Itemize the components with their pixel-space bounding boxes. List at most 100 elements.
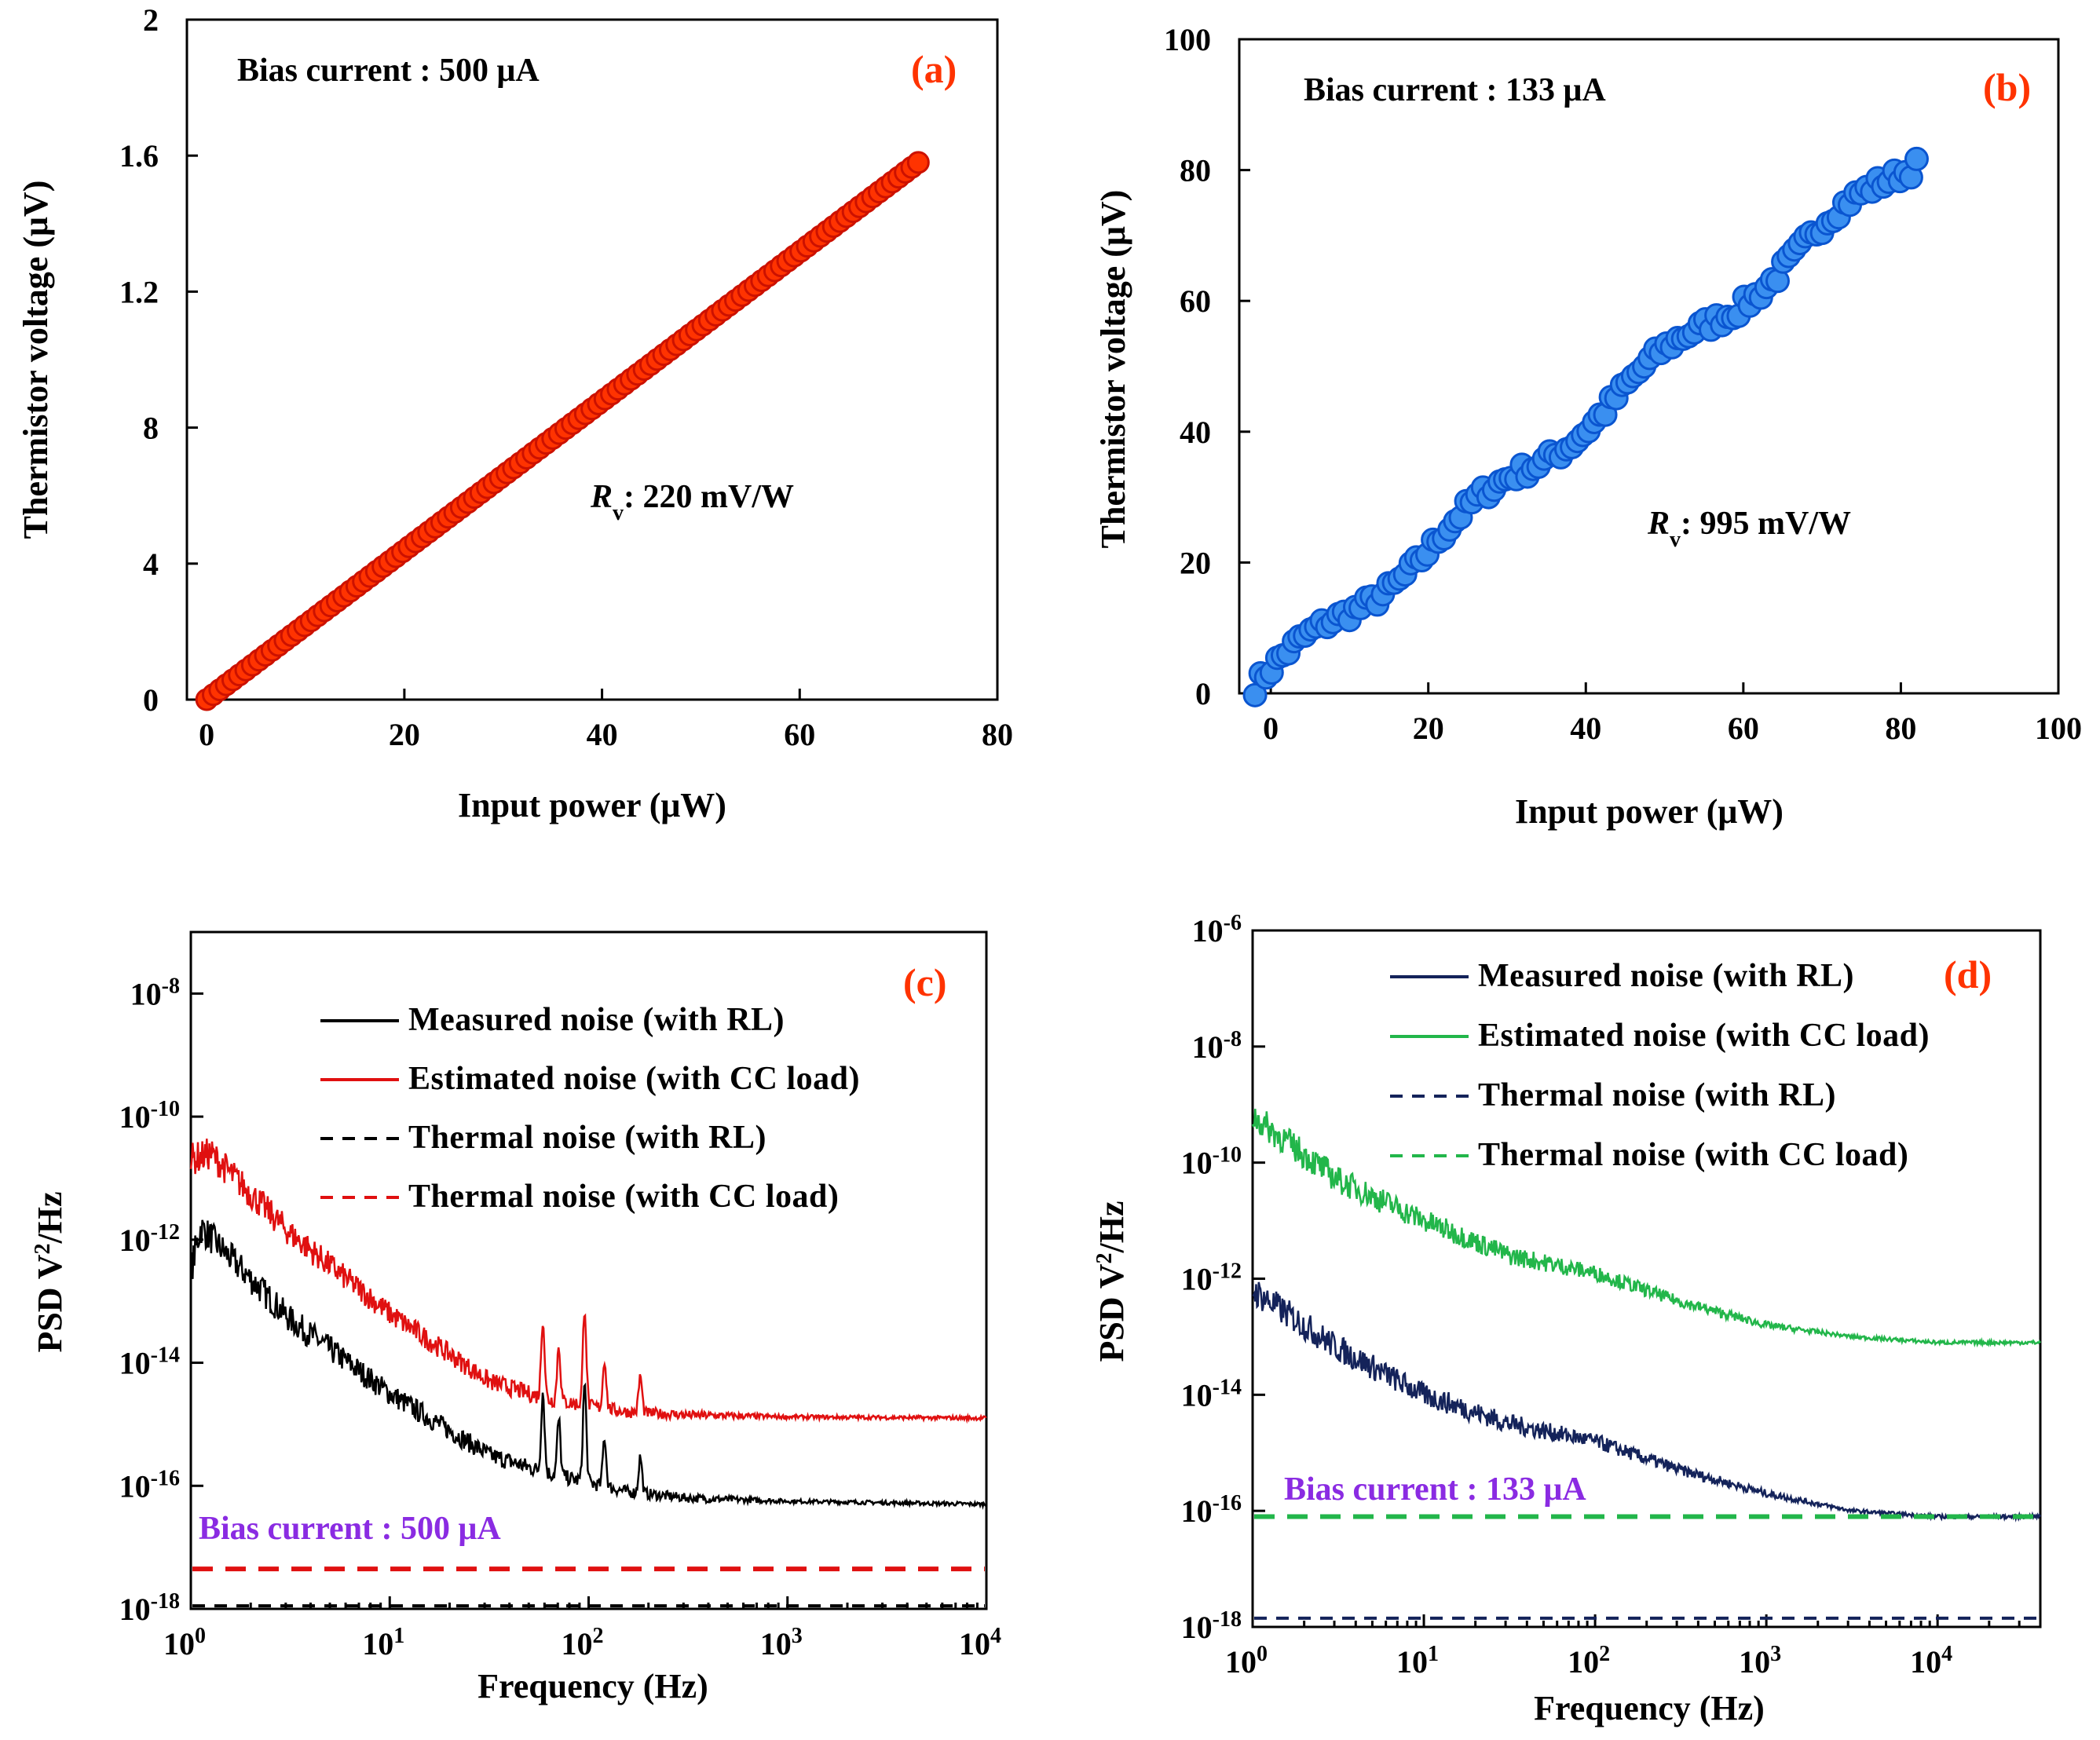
x-tick-label: 100 xyxy=(2035,711,2082,746)
series-line xyxy=(1251,1109,2042,1348)
panel-c-chart: 100 101 102 103 104 10-18 10-16 10-14 10-12 10-10… xyxy=(31,930,1001,1705)
x-tick-label: 104 xyxy=(959,1624,1001,1662)
series-line xyxy=(189,1219,987,1511)
x-tick-label: 101 xyxy=(1396,1642,1439,1680)
x-tick-label: 0 xyxy=(1263,711,1279,746)
y-tick-label: 10-8 xyxy=(130,974,180,1012)
y-tick-label: 10-10 xyxy=(1181,1142,1242,1181)
y-tick-label: 0 xyxy=(143,682,159,718)
x-tick-label: 20 xyxy=(389,717,420,752)
x-tick-label: 80 xyxy=(982,717,1013,752)
x-tick-label: 101 xyxy=(362,1624,404,1662)
x-tick-label: 20 xyxy=(1413,711,1444,746)
panel-a-rv-symbol: R xyxy=(590,479,613,515)
panel-d-ticks: 100 101 102 103 104 10-18 10-16 10-14 10-12 10-10… xyxy=(1181,911,2021,1680)
legend-label: Thermal noise (with CC load) xyxy=(408,1179,839,1215)
panel-c-y-label-sup: 2 xyxy=(31,1243,55,1254)
y-tick-label: 10-14 xyxy=(119,1343,180,1381)
x-tick-label: 80 xyxy=(1885,711,1916,746)
panel-a-y-axis-label: Thermistor voltage (μV) xyxy=(16,181,55,539)
y-tick-label: 10-14 xyxy=(1181,1375,1242,1413)
y-tick-label: 10-16 xyxy=(1181,1491,1242,1530)
y-tick-label: 10-18 xyxy=(119,1589,180,1628)
y-tick-label: 10-10 xyxy=(119,1097,180,1135)
panel-c-series xyxy=(189,1139,987,1608)
x-tick-label: 102 xyxy=(562,1624,604,1662)
panel-a-plot-frame xyxy=(185,18,999,701)
y-tick-label: 10-12 xyxy=(119,1219,180,1258)
panel-b-rv-sub: v xyxy=(1670,528,1681,552)
data-point xyxy=(1242,682,1268,707)
y-tick-label: 1.6 xyxy=(119,138,159,174)
panel-b-bias-annotation: Bias current : 133 μA xyxy=(1304,72,1606,108)
panel-a-label: (a) xyxy=(911,47,957,91)
y-tick-label: 10-18 xyxy=(1181,1607,1242,1646)
panel-a-rv-value: : 220 mV/W xyxy=(624,479,794,515)
x-tick-label: 40 xyxy=(587,717,618,752)
y-tick-label: 4 xyxy=(143,546,159,582)
x-tick-label: 102 xyxy=(1568,1642,1610,1680)
panel-b-ticks: 0 20 40 60 80 100 0 20 40 60 80 100 xyxy=(1164,22,2082,746)
legend-label: Estimated noise (with CC load) xyxy=(408,1061,860,1097)
panel-b-rv-symbol: R xyxy=(1647,506,1670,542)
panel-d-bias-annotation: Bias current : 133 μA xyxy=(1284,1471,1586,1508)
x-tick-label: 103 xyxy=(1739,1642,1781,1680)
legend-label: Measured noise (with RL) xyxy=(408,1002,785,1038)
y-tick-label: 10-6 xyxy=(1192,911,1242,949)
panel-c-y-label-tail: /Hz xyxy=(31,1191,69,1244)
panel-d-label: (d) xyxy=(1944,952,1992,996)
y-tick-label: 10-12 xyxy=(1181,1259,1242,1297)
panel-a-rv-sub: v xyxy=(613,501,624,525)
series-line xyxy=(189,1139,987,1424)
series-line xyxy=(1252,1281,2042,1522)
y-tick-label: 60 xyxy=(1180,283,1211,319)
panel-d-legend: Measured noise (with RL) Estimated noise … xyxy=(1390,958,1930,1173)
panel-d-y-axis-label: PSD V2/Hz xyxy=(1092,1201,1132,1362)
panel-b-rv-value: : 995 mV/W xyxy=(1681,506,1851,542)
panel-d-series xyxy=(1251,1109,2042,1620)
y-tick-label: 2 xyxy=(143,2,159,38)
x-tick-label: 103 xyxy=(760,1624,803,1662)
panel-c-ticks: 100 101 102 103 104 10-18 10-16 10-14 10-12 10-10… xyxy=(119,974,1001,1661)
y-tick-label: 8 xyxy=(143,411,159,446)
panel-c-y-label-main: PSD V xyxy=(31,1254,69,1352)
panel-a-ticks: 0 20 40 60 80 0 4 8 1.2 1.6 2 xyxy=(119,2,1013,752)
panel-c-bias-annotation: Bias current : 500 μA xyxy=(199,1511,501,1547)
legend-label: Thermal noise (with CC load) xyxy=(1478,1137,1908,1173)
panel-b-label: (b) xyxy=(1983,65,2031,109)
panel-c-x-axis-label: Frequency (Hz) xyxy=(477,1667,708,1705)
panel-c-label: (c) xyxy=(903,960,947,1004)
legend-label: Measured noise (with RL) xyxy=(1478,958,1854,994)
panel-a-x-axis-label: Input power (μW) xyxy=(458,786,726,824)
legend-label: Thermal noise (with RL) xyxy=(1478,1077,1836,1113)
x-tick-label: 60 xyxy=(1728,711,1759,746)
y-tick-label: 80 xyxy=(1180,153,1211,188)
panel-d-y-label-sup: 2 xyxy=(1092,1252,1117,1263)
y-tick-label: 100 xyxy=(1164,22,1211,57)
panel-d-y-label-tail: /Hz xyxy=(1092,1201,1131,1253)
panel-c-y-axis-label: PSD V2/Hz xyxy=(31,1191,70,1352)
panel-b-chart: 0 20 40 60 80 100 0 20 40 60 80 100 Bias current : … xyxy=(1094,22,2082,831)
x-tick-label: 100 xyxy=(163,1624,206,1662)
data-point xyxy=(1904,146,1929,171)
panel-b-data-points xyxy=(1242,146,1929,707)
y-tick-label: 20 xyxy=(1180,545,1211,580)
legend-label: Thermal noise (with RL) xyxy=(408,1120,766,1156)
x-tick-label: 100 xyxy=(1225,1642,1268,1680)
y-tick-label: 40 xyxy=(1180,415,1211,450)
panel-a-chart: 0 20 40 60 80 0 4 8 1.2 1.6 2 Bias current : 500 μ… xyxy=(16,2,1013,824)
legend-label: Estimated noise (with CC load) xyxy=(1478,1018,1930,1054)
panel-a-data-points xyxy=(195,151,930,711)
panel-b-y-axis-label: Thermistor voltage (μV) xyxy=(1094,190,1132,549)
panel-d-y-label-main: PSD V xyxy=(1092,1263,1131,1362)
x-tick-label: 0 xyxy=(199,717,214,752)
panel-a-bias-annotation: Bias current : 500 μA xyxy=(237,53,540,89)
panel-a-rv-annotation: Rv: 220 mV/W xyxy=(590,479,794,525)
panel-b-plot-frame xyxy=(1238,38,2060,695)
data-point xyxy=(906,151,930,174)
x-tick-label: 60 xyxy=(784,717,815,752)
x-tick-label: 40 xyxy=(1570,711,1601,746)
panel-c-legend: Measured noise (with RL) Estimated noise … xyxy=(320,1002,860,1215)
x-tick-label: 104 xyxy=(1910,1642,1952,1680)
